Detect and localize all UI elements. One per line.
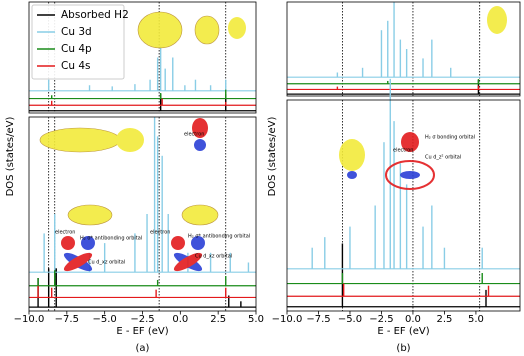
annotation: electron [184, 132, 204, 138]
x-tick-label: 5.0 [248, 314, 264, 325]
x-tick-label: −10.0 [14, 314, 45, 325]
x-tick-label: 0.0 [405, 314, 421, 325]
x-tick-label: −2.5 [130, 314, 154, 325]
annotation: H₂ σ* antibonding orbital [80, 236, 142, 242]
x-tick-label: −7.5 [306, 314, 330, 325]
legend-box [31, 4, 125, 80]
legend-label: Cu 4s [61, 60, 90, 72]
inset-structures [39, 6, 507, 272]
annotation: H₂ σ bonding orbital [425, 135, 475, 141]
subplot-frame [286, 99, 521, 312]
x-axis-label: E - EF (eV) [377, 326, 429, 337]
annotation: electron [393, 148, 413, 154]
legend-label: Absorbed H2 [61, 9, 129, 21]
x-tick-label: −7.5 [55, 314, 79, 325]
x-tick-label: −10.0 [272, 314, 303, 325]
annotation: electron [150, 230, 170, 236]
x-tick-label: −5.0 [338, 314, 362, 325]
annotation: Cu d_z² orbital [425, 155, 461, 161]
panel-caption: (a) [136, 343, 150, 354]
legend-label: Cu 3d [61, 26, 92, 38]
x-tick-label: −2.5 [369, 314, 393, 325]
y-axis-label: DOS (states/eV) [267, 117, 278, 197]
annotation: electron [55, 230, 75, 236]
annotation: Cu d_xz orbital [195, 254, 232, 260]
x-tick-label: 2.5 [436, 314, 452, 325]
y-axis-label: DOS (states/eV) [5, 117, 16, 197]
panel-caption: (b) [396, 343, 410, 354]
annotation: H₂ σ* antibonding orbital [188, 234, 250, 240]
x-tick-label: 2.5 [210, 314, 226, 325]
subplot-frame [28, 1, 257, 114]
legend-label: Cu 4p [61, 43, 92, 55]
x-axis-label: E - EF (eV) [116, 326, 168, 337]
x-tick-label: 5.0 [468, 314, 484, 325]
legend: Absorbed H2 Cu 3d Cu 4p Cu 4s [31, 4, 129, 80]
x-tick-label: −5.0 [93, 314, 117, 325]
annotation: Cu d_xz orbital [88, 260, 125, 266]
x-tick-label: 0.0 [172, 314, 188, 325]
subplot-frame [286, 1, 521, 97]
